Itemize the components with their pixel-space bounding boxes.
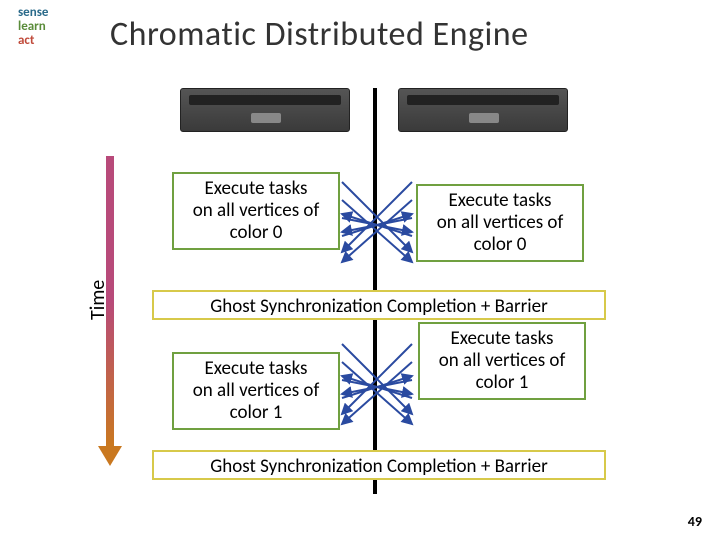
task-text: Execute tasks [426,328,578,350]
task-text: color 0 [424,234,576,256]
time-arrow-head [98,446,122,466]
logo-line2: learn [18,19,46,34]
barrier-box-2: Ghost Synchronization Completion + Barri… [152,450,606,480]
task-text: color 0 [180,222,332,244]
barrier-text: Ghost Synchronization Completion + Barri… [210,295,547,318]
logo-line3: act [18,33,34,48]
server-right [398,88,568,132]
task-box-color0-right: Execute tasks on all vertices of color 0 [416,184,584,262]
task-text: Execute tasks [424,190,576,212]
page-title: Chromatic Distributed Engine [110,14,529,55]
task-text: on all vertices of [180,380,332,402]
task-box-color0-left: Execute tasks on all vertices of color 0 [172,172,340,250]
logo: sense learn act [18,6,48,48]
logo-line1: sense [18,5,48,20]
task-text: on all vertices of [424,212,576,234]
barrier-text: Ghost Synchronization Completion + Barri… [210,455,547,478]
barrier-box-1: Ghost Synchronization Completion + Barri… [152,290,606,320]
arrow-lines-2 [342,344,412,424]
sync-arrows-phase1 [336,338,418,430]
task-box-color1-right: Execute tasks on all vertices of color 1 [418,322,586,400]
server-left [180,88,350,132]
time-axis-label: Time [86,280,110,320]
page-number: 49 [688,513,702,530]
task-box-color1-left: Execute tasks on all vertices of color 1 [172,352,340,430]
task-text: Execute tasks [180,178,332,200]
task-text: Execute tasks [180,358,332,380]
arrow-lines-1 [342,182,412,262]
task-text: on all vertices of [426,350,578,372]
task-text: color 1 [426,372,578,394]
sync-arrows-phase0 [336,176,418,268]
task-text: color 1 [180,402,332,424]
task-text: on all vertices of [180,200,332,222]
